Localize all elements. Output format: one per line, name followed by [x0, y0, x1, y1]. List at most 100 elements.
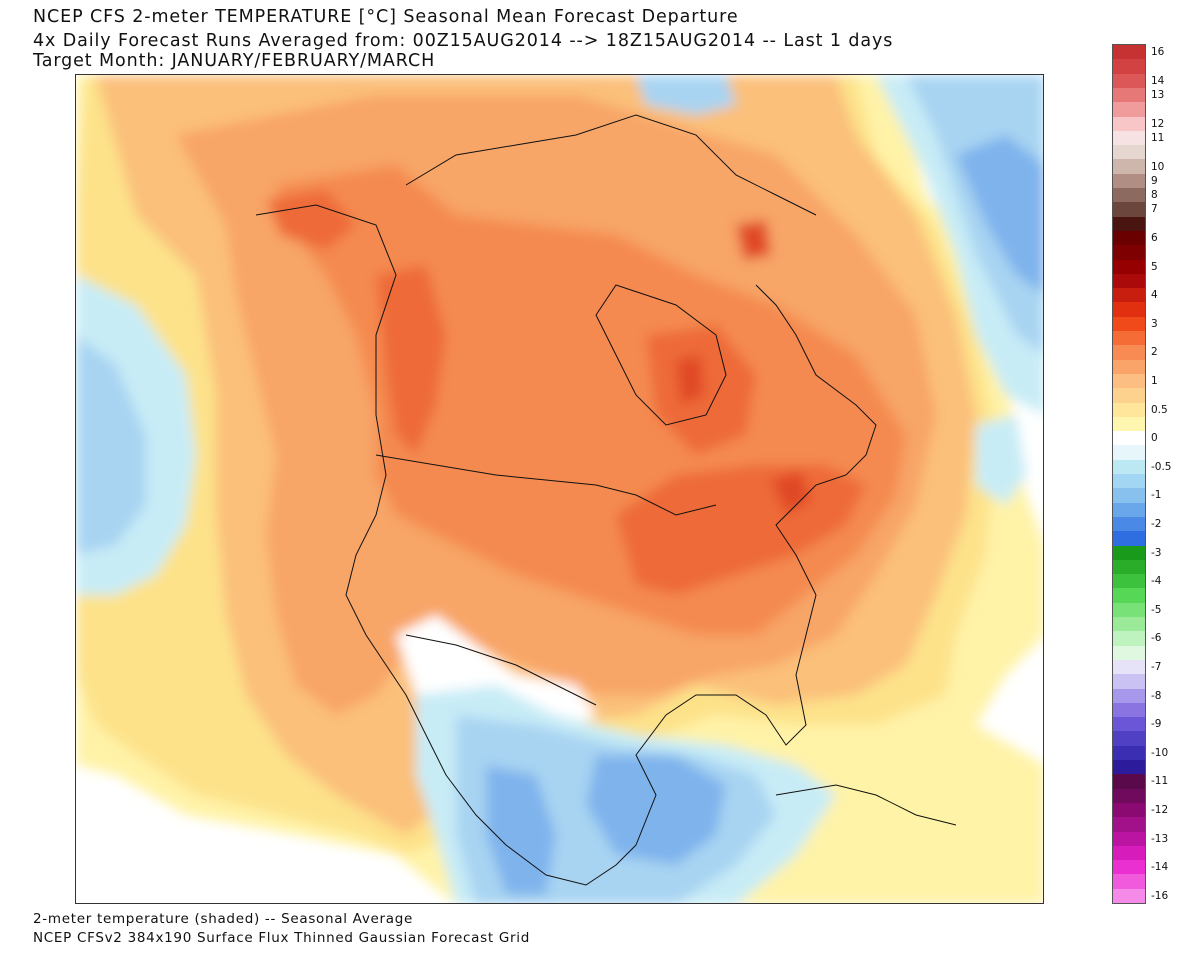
legend-label: 8	[1151, 189, 1158, 202]
border-us-canada	[375, 454, 717, 516]
shade-cool-gulf-core	[586, 755, 726, 865]
legend-swatch	[1113, 888, 1145, 904]
legend-swatch	[1113, 860, 1145, 875]
legend-label: -1	[1151, 489, 1162, 502]
legend-swatch	[1113, 502, 1145, 518]
legend-label: 11	[1151, 131, 1165, 144]
legend-swatch	[1113, 73, 1145, 89]
legend-swatch	[1113, 45, 1145, 60]
legend-label: 2	[1151, 346, 1158, 359]
legend-label: 4	[1151, 289, 1158, 302]
legend-swatch	[1113, 488, 1145, 504]
legend-swatch	[1113, 874, 1145, 890]
legend-swatch	[1113, 59, 1145, 75]
legend-label: -7	[1151, 661, 1162, 674]
shade-cool-greenland-core	[956, 135, 1043, 294]
legend-swatch	[1113, 116, 1145, 132]
temperature-shading	[76, 75, 1043, 903]
legend-swatch	[1113, 574, 1145, 589]
legend-label: 6	[1151, 232, 1158, 245]
legend-swatch	[1113, 831, 1145, 847]
legend-swatch	[1113, 760, 1145, 775]
legend-label: -14	[1151, 861, 1169, 874]
shade-warm-4-hudson	[676, 355, 704, 405]
shade-cool-pacific-inner	[76, 335, 146, 555]
legend-label: -3	[1151, 546, 1162, 559]
coastline-gulf	[545, 594, 817, 886]
legend-swatch	[1113, 688, 1145, 704]
legend-swatch	[1113, 302, 1145, 318]
legend-swatch	[1113, 531, 1145, 546]
legend-swatch	[1113, 731, 1145, 747]
legend-label: -8	[1151, 689, 1162, 702]
legend-swatch	[1113, 431, 1145, 446]
legend-swatch	[1113, 631, 1145, 647]
legend-label: 13	[1151, 89, 1165, 102]
legend-label: -4	[1151, 575, 1162, 588]
legend-label: -9	[1151, 718, 1162, 731]
title-line-3: Target Month: JANUARY/FEBRUARY/MARCH	[33, 51, 436, 71]
legend-swatch	[1113, 173, 1145, 189]
legend-swatch	[1113, 359, 1145, 375]
legend-swatch	[1113, 788, 1145, 804]
legend-label: 0	[1151, 432, 1158, 445]
legend-label: -6	[1151, 632, 1162, 645]
legend-swatch	[1113, 159, 1145, 175]
legend-swatch	[1113, 645, 1145, 661]
legend-swatch	[1113, 459, 1145, 475]
legend-swatch	[1113, 774, 1145, 790]
legend-swatch	[1113, 145, 1145, 160]
title-line-1: NCEP CFS 2-meter TEMPERATURE [°C] Season…	[33, 7, 739, 27]
legend-label: 1	[1151, 375, 1158, 388]
legend-swatch	[1113, 345, 1145, 361]
legend-swatch	[1113, 717, 1145, 732]
legend-swatch	[1113, 588, 1145, 604]
legend-swatch	[1113, 331, 1145, 346]
legend-swatch	[1113, 245, 1145, 260]
legend-swatch	[1113, 102, 1145, 117]
legend-label: -16	[1151, 889, 1169, 902]
legend-swatch	[1113, 817, 1145, 832]
legend-swatch	[1113, 388, 1145, 403]
legend-label: -11	[1151, 775, 1169, 788]
legend-label: -10	[1151, 746, 1169, 759]
shade-warm-3-alaska	[266, 190, 356, 250]
shade-warm-4-labrador	[736, 220, 771, 260]
legend-swatch	[1113, 188, 1145, 203]
map-canvas	[76, 75, 1043, 903]
legend-swatch	[1113, 516, 1145, 532]
legend-swatch	[1113, 416, 1145, 432]
legend-swatch	[1113, 802, 1145, 818]
legend-label: 3	[1151, 317, 1158, 330]
legend-swatch	[1113, 402, 1145, 418]
legend-swatch	[1113, 259, 1145, 275]
legend-swatch	[1113, 373, 1145, 389]
shade-warm-3-west	[376, 265, 446, 455]
legend-swatch	[1113, 474, 1145, 489]
legend-label: 9	[1151, 174, 1158, 187]
legend-label: 16	[1151, 46, 1165, 59]
coastlines	[255, 114, 957, 886]
legend-swatch	[1113, 230, 1145, 246]
title-line-2: 4x Daily Forecast Runs Averaged from: 00…	[33, 31, 894, 51]
shade-warm-4-newengland	[771, 470, 811, 515]
coastline-arctic	[405, 114, 817, 216]
caribbean-islands	[775, 784, 957, 826]
legend-swatch	[1113, 288, 1145, 303]
legend-label: -5	[1151, 603, 1162, 616]
legend-swatch	[1113, 202, 1145, 218]
legend-swatch	[1113, 602, 1145, 618]
legend-swatch	[1113, 445, 1145, 461]
legend-label: 12	[1151, 117, 1165, 130]
legend-swatch	[1113, 316, 1145, 332]
legend-label: 10	[1151, 160, 1165, 173]
legend-swatch	[1113, 845, 1145, 861]
shade-cool-mexico-west	[486, 765, 556, 895]
legend-label: 0.5	[1151, 403, 1168, 416]
legend-swatch	[1113, 130, 1145, 146]
legend-swatch	[1113, 545, 1145, 561]
legend-label: 14	[1151, 74, 1165, 87]
shade-cool-atlantic	[976, 415, 1026, 505]
footer-line-1: 2-meter temperature (shaded) -- Seasonal…	[33, 911, 414, 927]
legend-swatch	[1113, 745, 1145, 761]
